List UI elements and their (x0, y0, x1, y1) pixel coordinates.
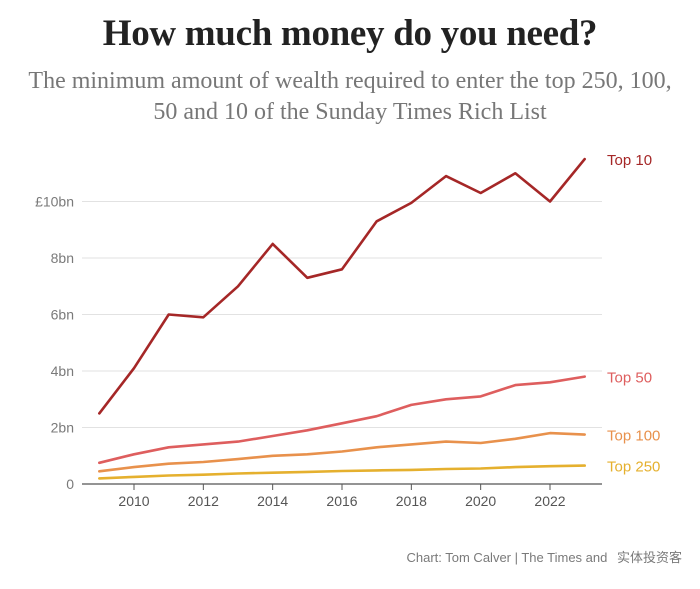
x-tick-label: 2018 (396, 493, 427, 509)
x-tick-label: 2016 (326, 493, 357, 509)
series-line-top-50 (98, 375, 587, 465)
credit-text: Chart: Tom Calver | The Times and (406, 550, 608, 565)
y-tick-label: 2bn (51, 420, 74, 436)
y-tick-label: 0 (66, 476, 74, 492)
x-tick-label: 2022 (534, 493, 565, 509)
series-label: Top 10 (607, 152, 652, 169)
series-label: Top 250 (607, 459, 660, 476)
x-tick-label: 2012 (188, 493, 219, 509)
x-axis: 2010 2012 2014 2016 2018 2020 2022 (118, 484, 566, 509)
gridlines (82, 201, 602, 485)
series-label: Top 50 (607, 370, 652, 387)
x-tick-label: 2020 (465, 493, 496, 509)
y-tick-label: 4bn (51, 363, 74, 379)
y-axis-labels: 0 2bn 4bn 6bn 8bn £10bn (35, 194, 74, 493)
chart-subtitle: The minimum amount of wealth required to… (28, 68, 672, 125)
y-tick-label: 6bn (51, 307, 74, 323)
series-label: Top 100 (607, 428, 660, 445)
series-lines (98, 157, 587, 480)
chart-title: How much money do you need? (102, 13, 598, 54)
y-tick-label: £10bn (35, 194, 74, 210)
x-tick-label: 2014 (257, 493, 288, 509)
x-tick-label: 2010 (118, 493, 149, 509)
series-line-top-100 (98, 431, 587, 473)
series-line-top-250 (98, 464, 587, 480)
series-labels: Top 10 Top 50 Top 100 Top 250 (607, 152, 660, 476)
series-line-top-10 (98, 157, 587, 415)
watermark-text: 实体投资客 (616, 550, 682, 565)
chart-credit: Chart: Tom Calver | The Times and 实体投资客 (406, 547, 682, 566)
y-tick-label: 8bn (51, 250, 74, 266)
